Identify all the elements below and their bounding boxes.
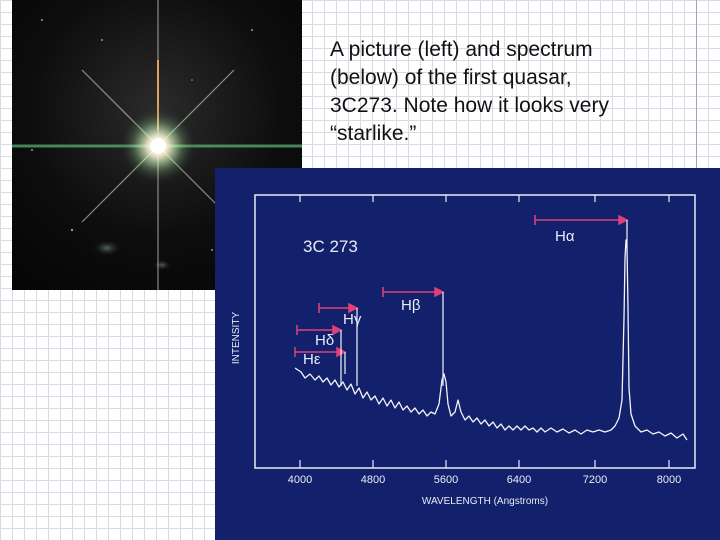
label-h-beta: Hβ xyxy=(401,297,421,314)
label-h-gamma: Hγ xyxy=(343,311,362,328)
object-label: 3C 273 xyxy=(303,237,358,256)
caption-line-2: (below) of the first quasar, xyxy=(330,66,572,89)
x-tick-4800: 4800 xyxy=(361,474,385,486)
label-h-epsilon: Hε xyxy=(303,351,321,368)
x-tick-7200: 7200 xyxy=(583,474,607,486)
line-markers xyxy=(294,214,629,358)
caption-line-4: “starlike.” xyxy=(330,122,417,145)
caption-line-3: 3C273. Note how it looks very xyxy=(330,94,609,117)
x-axis-label: WAVELENGTH (Angstroms) xyxy=(422,496,548,507)
spectrum-trace xyxy=(294,239,688,441)
slide-caption: A picture (left) and spectrum (below) of… xyxy=(330,36,680,148)
label-h-alpha: Hα xyxy=(555,228,575,245)
line-drops xyxy=(340,220,628,386)
slide-edge-rule xyxy=(696,0,697,170)
label-h-delta: Hδ xyxy=(315,332,334,349)
x-tick-4000: 4000 xyxy=(288,474,312,486)
x-tick-8000: 8000 xyxy=(657,474,681,486)
x-axis-ticks xyxy=(299,195,670,468)
x-tick-6400: 6400 xyxy=(507,474,531,486)
quasar-spectrum: 4000 4800 5600 6400 7200 8000 WAVELENGTH… xyxy=(215,168,720,540)
x-tick-5600: 5600 xyxy=(434,474,458,486)
y-axis-label: INTENSITY xyxy=(231,312,242,365)
caption-line-1: A picture (left) and spectrum xyxy=(330,38,593,61)
quasar-photo xyxy=(12,0,302,290)
plot-frame xyxy=(254,194,696,469)
